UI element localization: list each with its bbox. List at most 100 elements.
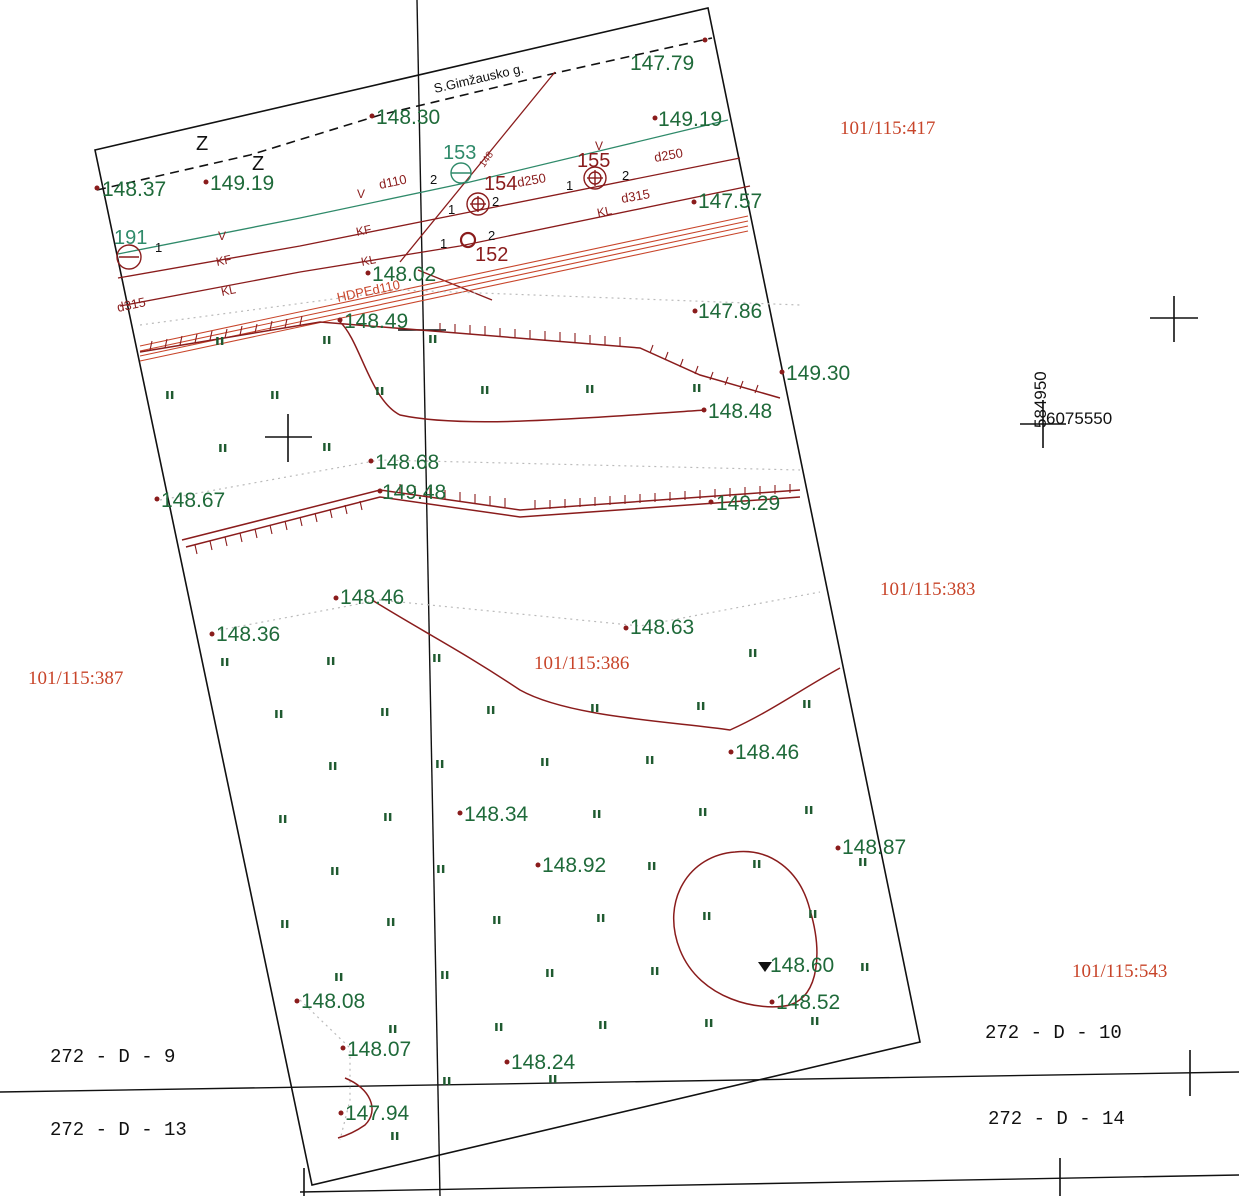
pipe-label-kf: KF (215, 252, 233, 269)
grid-cross (1150, 296, 1198, 342)
contour-loop (672, 850, 818, 1008)
hdpe-line (139, 225, 749, 357)
slope-top-edge (139, 321, 781, 399)
grass-symbol: ıı (270, 387, 280, 403)
dotted-contours (139, 289, 821, 1141)
elevation-label: 147.79 (630, 52, 694, 75)
grass-symbol: ıı (326, 653, 336, 669)
sewer-line-kf (117, 157, 741, 279)
upper-slope-ticks (149, 315, 759, 394)
grass-symbol: ıı (752, 856, 762, 872)
well-154 (466, 192, 490, 216)
well-port-1: 1 (566, 178, 573, 193)
pipe-label-d110: d110 (378, 171, 408, 191)
grass-symbol: ıı (428, 331, 438, 347)
diagonal-pipe (399, 71, 556, 263)
water-pipe-line (117, 119, 729, 255)
dotted-line (159, 459, 801, 501)
grass-symbol: ıı (545, 965, 555, 981)
hdpe-line (139, 230, 749, 362)
grass-symbol: ıı (702, 908, 712, 924)
grass-symbol: ıı (218, 440, 228, 456)
grass-symbol: ıı (383, 809, 393, 825)
grass-symbol: ıı (165, 387, 175, 403)
grass-symbol: ıı (696, 698, 706, 714)
grass-symbol: ıı (486, 702, 496, 718)
elevation-label: 148.24 (511, 1051, 576, 1074)
elevation-label: 147.94 (345, 1102, 410, 1125)
fence-mark: Z (252, 153, 264, 175)
grass-symbol: ıı (590, 700, 600, 716)
road-edge-line (96, 37, 713, 191)
pipe-label-kl: KL (220, 282, 238, 299)
well-number: 191 (114, 227, 147, 249)
well-port-1: 1 (448, 202, 455, 217)
elevation-label: 148.02 (372, 263, 436, 286)
contour-small (337, 1077, 373, 1139)
middle-slope-ticks (194, 484, 791, 555)
elevation-label: 148.48 (708, 400, 772, 423)
grass-symbol: ıı (808, 906, 818, 922)
pipe-label-d250: d250 (653, 145, 684, 165)
sheet-label: 272 - D - 10 (985, 1022, 1122, 1044)
elevation-label: 149.19 (210, 172, 274, 195)
well-number: 152 (475, 244, 508, 266)
well-port-2: 2 (430, 172, 437, 187)
elevation-label: 148.49 (344, 310, 408, 333)
sheet-labels: 272 - D - 9 272 - D - 10 272 - D - 13 27… (50, 1022, 1125, 1141)
grass-symbol: ıı (280, 916, 290, 932)
grass-symbol: ıı (442, 1073, 452, 1089)
well-number: 154 (484, 173, 517, 195)
utility-lines (117, 71, 751, 307)
grass-symbols: ıı ıı ıı ıı ıı ıı ıı ıı ıı ıı ıı ıı ıı ı… (165, 331, 870, 1144)
fence-mark: Z (196, 133, 208, 155)
pipe-label-kl: KL (596, 203, 614, 220)
elevation-label: 149.48 (382, 481, 446, 504)
well-port-2: 2 (488, 228, 495, 243)
triangle-marker (758, 962, 772, 972)
grass-symbol: ıı (278, 811, 288, 827)
dotted-line (139, 289, 801, 326)
grass-symbol: ıı (436, 861, 446, 877)
grass-symbol: ıı (540, 754, 550, 770)
grass-symbol: ıı (435, 756, 445, 772)
parcel-label: 101/115:387 (28, 668, 123, 689)
grass-symbol: ıı (322, 332, 332, 348)
elevation-label: 148.92 (542, 854, 606, 877)
grass-symbol: ıı (220, 654, 230, 670)
grass-symbol: ıı (548, 1071, 558, 1087)
elevation-label: 148.52 (776, 991, 840, 1014)
elevation-label: 148.07 (347, 1038, 411, 1061)
wells (116, 162, 607, 270)
well-155 (583, 166, 607, 190)
dotted-line (219, 591, 821, 631)
elevation-label: 148.63 (630, 616, 694, 639)
sheet-label: 272 - D - 14 (988, 1108, 1125, 1130)
grass-symbol: ıı (804, 802, 814, 818)
parcel-label: 101/115:383 (880, 579, 975, 600)
pipe-label-d250: d250 (516, 170, 547, 190)
elevation-label: 148.87 (842, 836, 906, 859)
pipe-label-kl: KL (360, 252, 378, 269)
grass-symbol: ıı (858, 854, 868, 870)
elevation-label: 148.68 (375, 451, 439, 474)
elevation-label: 148.67 (161, 489, 225, 512)
well-port-1: 1 (440, 236, 447, 251)
parcel-label: 101/115:386 (534, 653, 629, 674)
slope-upper-edge (181, 489, 801, 541)
sewer-line-kl (119, 185, 751, 307)
grid-horizontal-line-lower (299, 1174, 1239, 1193)
grass-symbol: ıı (592, 806, 602, 822)
slope-bottom-edge (339, 321, 706, 423)
grid-cross (265, 414, 312, 462)
grass-symbol: ıı (390, 1128, 400, 1144)
pipe-label-d315: d315 (116, 294, 147, 315)
parcel-label: 101/115:417 (840, 118, 935, 139)
parcel-label: 101/115:543 (1072, 961, 1167, 982)
pipe-label-v: V (595, 139, 603, 153)
elevation-label: 148.46 (735, 741, 799, 764)
easting-coordinate: 6075550 (1046, 409, 1112, 428)
well-port-2: 2 (492, 194, 499, 209)
survey-points (94, 37, 841, 1116)
